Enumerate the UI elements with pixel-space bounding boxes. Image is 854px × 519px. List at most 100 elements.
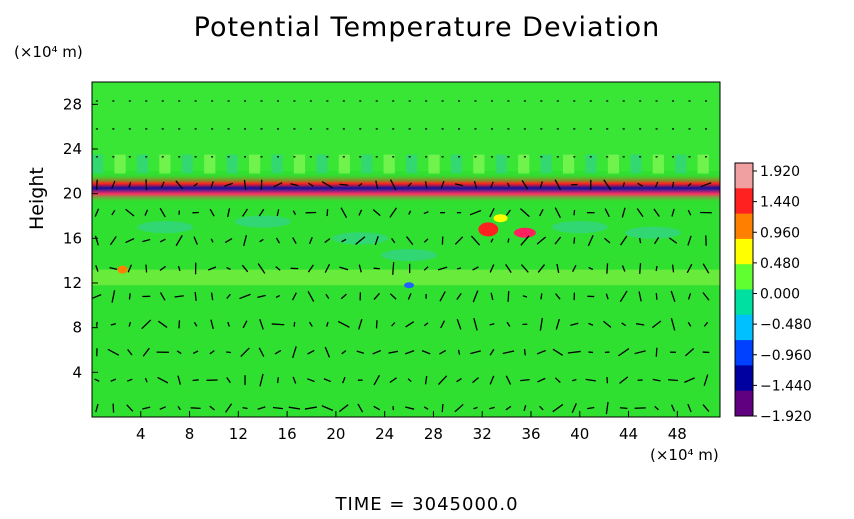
wind-arrow: [275, 237, 281, 244]
colorbar-label: 1.920: [760, 164, 800, 180]
wind-arrow: [257, 294, 266, 299]
wind-arrow: [636, 208, 644, 218]
wind-arrow: [654, 405, 659, 411]
cold-anomaly: [404, 282, 415, 289]
wind-arrow: [307, 182, 314, 187]
wind-arrow: [507, 238, 510, 243]
wind-arrow: [454, 236, 464, 245]
wind-arrow: [703, 374, 709, 386]
stripe: [136, 154, 149, 174]
wind-arrow: [274, 349, 282, 355]
wind-arrow: [655, 265, 658, 272]
cyan-patch: [234, 215, 291, 228]
wind-arrow: [192, 350, 199, 355]
y-axis: 4 8 12 16 20 24 28: [63, 95, 98, 381]
wind-arrow: [404, 349, 415, 355]
wind-arrow: [490, 238, 494, 243]
wind-arrow: [473, 318, 478, 331]
wind-arrow: [127, 378, 133, 382]
wind-arrow: [703, 321, 709, 327]
x-axis-unit: (×10⁴ m): [650, 446, 719, 464]
wind-arrow: [358, 182, 363, 187]
wind-arrow: [439, 349, 447, 355]
x-tick-label: 44: [619, 425, 638, 443]
wind-arrow: [621, 207, 626, 218]
wind-arrow: [654, 237, 660, 245]
wind-arrow: [668, 237, 678, 244]
wind-arrow: [111, 180, 116, 189]
wind-arrow: [456, 267, 462, 270]
wind-arrow: [502, 350, 515, 355]
wind-vectors: [92, 100, 712, 415]
wind-arrow: [142, 238, 151, 243]
wind-arrow: [671, 264, 675, 273]
wind-arrow: [325, 293, 330, 299]
wind-arrow: [259, 238, 264, 243]
wind-arrow: [424, 375, 428, 385]
y-tick-label: 24: [63, 140, 82, 158]
wind-arrow: [144, 209, 149, 216]
colorbar-label: −1.440: [760, 378, 812, 394]
wind-arrow: [243, 179, 247, 190]
wind-arrow: [603, 320, 612, 328]
wind-arrow: [126, 404, 134, 412]
wind-arrow: [127, 349, 133, 356]
wind-arrow: [441, 403, 444, 413]
wind-arrow: [160, 181, 165, 188]
x-tick-label: 4: [136, 425, 146, 443]
wind-arrow: [358, 318, 363, 330]
cyan-patch: [551, 221, 608, 234]
wind-arrow: [489, 375, 495, 385]
wind-arrow: [339, 183, 349, 186]
wind-arrow: [552, 403, 564, 413]
wind-arrow: [373, 292, 381, 300]
wind-arrow: [275, 294, 281, 298]
wind-arrow: [142, 347, 150, 357]
wind-arrow: [454, 403, 464, 413]
stripe: [563, 154, 575, 174]
wind-arrow: [292, 210, 297, 215]
wind-arrow: [128, 321, 132, 327]
wind-arrow: [635, 323, 645, 326]
wind-arrow: [520, 208, 530, 218]
colorbar-segment: [735, 213, 753, 240]
wind-arrow: [684, 377, 695, 383]
wind-arrow: [619, 376, 629, 384]
wind-arrow: [389, 179, 397, 191]
wind-arrow: [373, 405, 381, 411]
wind-arrow: [407, 378, 412, 383]
wind-arrow: [177, 265, 181, 272]
wind-arrow: [239, 293, 251, 300]
wind-arrow: [555, 293, 561, 300]
wind-arrow: [304, 406, 317, 410]
wind-arrow: [539, 405, 544, 411]
stripe: [450, 154, 463, 174]
wind-arrow: [639, 237, 642, 244]
wind-arrow: [671, 208, 675, 217]
wind-arrow: [536, 236, 547, 245]
wind-arrow: [571, 403, 577, 413]
stripe: [249, 154, 261, 174]
wind-arrow: [210, 181, 214, 189]
wind-arrow: [440, 180, 445, 189]
x-tick-label: 36: [521, 425, 540, 443]
wind-arrow: [537, 264, 546, 273]
wind-arrow: [388, 350, 399, 354]
cyan-patch: [137, 221, 194, 234]
wind-arrow: [572, 264, 577, 273]
wind-arrow: [324, 238, 331, 244]
wind-arrow: [226, 208, 231, 218]
wind-arrow: [111, 290, 116, 303]
stripe: [630, 154, 642, 174]
wind-arrow: [145, 264, 148, 273]
wind-arrow: [687, 209, 692, 216]
wind-arrow: [159, 265, 166, 272]
wind-arrow: [193, 236, 198, 245]
wind-arrow: [190, 407, 201, 409]
wind-arrow: [539, 209, 544, 217]
wind-arrow: [128, 182, 132, 188]
wind-arrow: [700, 182, 712, 188]
wind-arrow: [505, 209, 511, 216]
wind-arrow: [141, 319, 152, 330]
